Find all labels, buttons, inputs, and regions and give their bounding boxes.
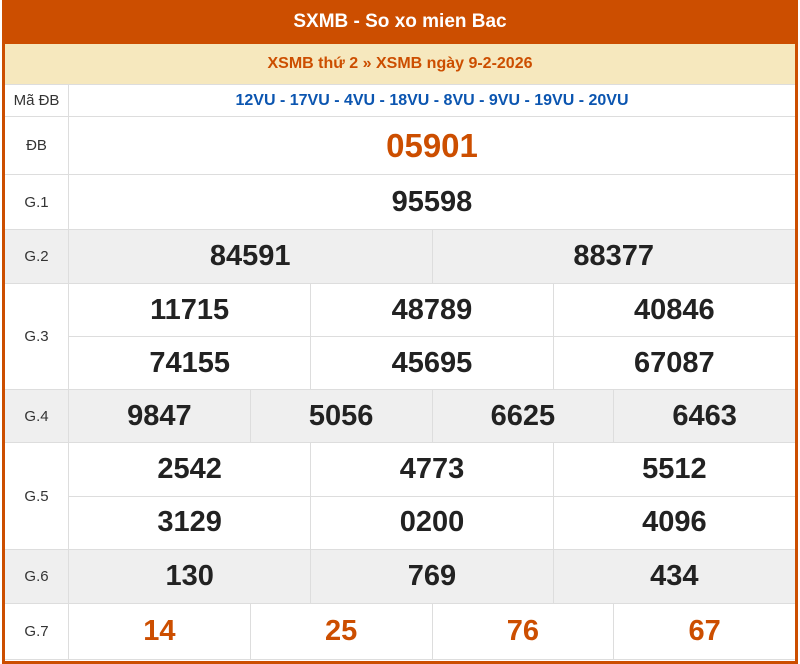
prize-label: G.6: [5, 550, 69, 603]
prize-label: G.7: [5, 604, 69, 659]
prize-row-đb: ĐB 05901: [5, 117, 795, 175]
prize-label: ĐB: [5, 117, 69, 174]
prize-number: 769: [310, 550, 552, 603]
prize-number: 4096: [552, 496, 795, 549]
prize-number: 434: [552, 550, 795, 603]
prize-number: 67087: [552, 337, 795, 389]
prize-number: 4773: [310, 443, 552, 496]
prize-row-g2: G.2 84591 88377: [5, 230, 795, 284]
prize-number: 05901: [386, 126, 478, 164]
prize-number: 6625: [431, 390, 614, 442]
prize-number: 40846: [552, 284, 795, 336]
prize-number: 48789: [310, 284, 552, 336]
ma-db-row: Mã ĐB 12VU - 17VU - 4VU - 18VU - 8VU - 9…: [5, 85, 795, 117]
prize-number: 11715: [150, 293, 230, 326]
prize-row-g7: G.7 14 25 76 67: [5, 604, 795, 660]
prize-number: 3129: [157, 506, 222, 539]
prize-number: 76: [431, 604, 614, 659]
prize-label: G.1: [5, 175, 69, 229]
prize-number: 74155: [149, 346, 230, 379]
breadcrumb[interactable]: XSMB thứ 2 » XSMB ngày 9-2-2026: [5, 44, 795, 85]
ma-db-label: Mã ĐB: [5, 85, 69, 116]
prize-row-g5: G.5 2542 4773 5512 3129 0200 4096: [5, 443, 795, 550]
prize-number: 95598: [391, 185, 473, 218]
prize-row-g3: G.3 11715 48789 40846 74155 45695 67087: [5, 284, 795, 390]
prize-label: G.2: [5, 230, 69, 283]
prize-row-g1: G.1 95598: [5, 175, 795, 230]
prize-number: 0200: [310, 496, 552, 549]
prize-number: 2542: [157, 452, 222, 485]
prize-number: 5512: [552, 443, 795, 496]
prize-number: 67: [613, 604, 795, 659]
prize-number: 84591: [209, 240, 291, 272]
prize-number: 45695: [310, 337, 552, 389]
prize-number: 14: [143, 615, 176, 647]
prize-number: 9847: [127, 399, 192, 432]
prize-label: G.4: [5, 390, 69, 442]
prize-number: 5056: [249, 390, 432, 442]
prize-number: 88377: [431, 230, 796, 283]
table-title: SXMB - So xo mien Bac: [5, 0, 795, 44]
prize-label: G.3: [5, 284, 69, 389]
ma-db-value: 12VU - 17VU - 4VU - 18VU - 8VU - 9VU - 1…: [235, 91, 629, 109]
prize-number: 25: [249, 604, 432, 659]
prize-number: 6463: [613, 390, 795, 442]
prize-label: G.5: [5, 443, 69, 549]
prize-row-g6: G.6 130 769 434: [5, 550, 795, 604]
prize-row-g4: G.4 9847 5056 6625 6463: [5, 390, 795, 443]
prize-number: 130: [165, 560, 214, 592]
